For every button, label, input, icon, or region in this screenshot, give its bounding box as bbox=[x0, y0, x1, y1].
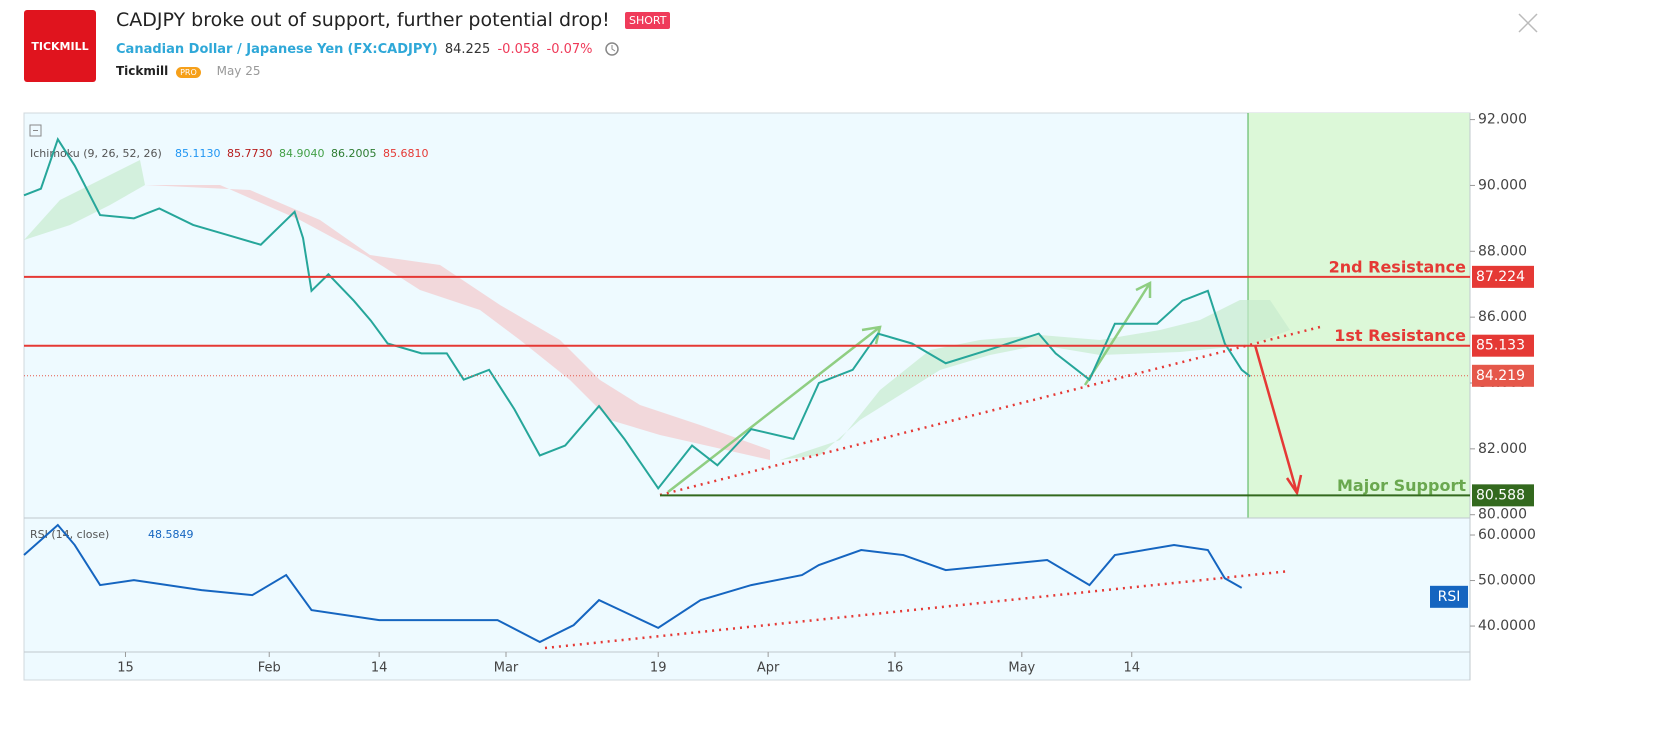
last-price-label: 84.219 bbox=[1476, 368, 1525, 384]
level-name: 2nd Resistance bbox=[1329, 257, 1467, 276]
level-badge bbox=[1472, 265, 1534, 288]
x-tick-label: 14 bbox=[1123, 661, 1140, 676]
rsi-line bbox=[23, 523, 1243, 644]
price-tick-label: 86.000 bbox=[1478, 309, 1527, 325]
alarm-icon[interactable] bbox=[603, 40, 623, 56]
logo-text: TICKMILL bbox=[31, 39, 89, 53]
x-tick-label: 14 bbox=[371, 661, 388, 676]
cloud bbox=[145, 185, 770, 460]
indicator-label: Ichimoku (9, 26, 52, 26) bbox=[30, 147, 162, 160]
last-price-badge bbox=[1472, 364, 1534, 387]
level-name: 1st Resistance bbox=[1334, 326, 1466, 345]
change: -0.058 bbox=[497, 42, 540, 57]
indicator-value: 86.2005 bbox=[331, 147, 377, 160]
price-tick-label: 82.000 bbox=[1478, 441, 1527, 457]
x-tick-label: 19 bbox=[650, 661, 667, 676]
instrument-line: Canadian Dollar / Japanese Yen (FX:CADJP… bbox=[116, 40, 623, 57]
level-value: 87.224 bbox=[1476, 269, 1525, 285]
instrument[interactable]: Canadian Dollar / Japanese Yen bbox=[116, 42, 344, 57]
level-value: 80.588 bbox=[1476, 487, 1525, 503]
indicator-value: 84.9040 bbox=[279, 147, 325, 160]
symbol[interactable]: (FX:CADJPY) bbox=[347, 42, 438, 57]
indicator-value: 85.7730 bbox=[227, 147, 273, 160]
x-tick-label: May bbox=[1008, 661, 1035, 676]
level-value: 85.133 bbox=[1476, 338, 1525, 354]
rsi-badge-bg bbox=[1430, 585, 1468, 608]
price-tick-label: 88.000 bbox=[1478, 243, 1527, 259]
rsi-badge: RSI bbox=[1438, 589, 1461, 605]
level-badge bbox=[1472, 334, 1534, 357]
trendline bbox=[659, 325, 1321, 497]
down-arrow bbox=[1253, 344, 1303, 497]
level-name: Major Support bbox=[1337, 476, 1466, 495]
date: May 25 bbox=[216, 64, 261, 78]
indicator-value: 85.1130 bbox=[175, 147, 221, 160]
pro-badge: PRO bbox=[176, 67, 201, 78]
collapse-button[interactable] bbox=[29, 124, 42, 137]
x-tick-label: 15 bbox=[117, 661, 134, 676]
forecast-zone bbox=[1248, 113, 1470, 518]
x-tick-label: Feb bbox=[258, 661, 281, 676]
level-badge bbox=[1472, 484, 1534, 507]
close-button[interactable] bbox=[1517, 12, 1539, 34]
change-pct: -0.07% bbox=[546, 42, 593, 57]
x-tick-label: 16 bbox=[887, 661, 904, 676]
price-tick-label: 80.000 bbox=[1478, 507, 1527, 523]
logo: TICKMILL bbox=[24, 10, 96, 82]
rsi-tick-label: 50.0000 bbox=[1478, 573, 1536, 589]
rsi-trendline bbox=[544, 569, 1291, 650]
rsi-tick-label: 60.0000 bbox=[1478, 527, 1536, 543]
x-tick-label: Mar bbox=[494, 661, 519, 676]
indicator-value: 85.6810 bbox=[383, 147, 429, 160]
price-tick-label: 90.000 bbox=[1478, 177, 1527, 193]
rsi-current: 48.5849 bbox=[148, 528, 194, 541]
title: CADJPY broke out of support, further pot… bbox=[116, 9, 610, 31]
author[interactable]: Tickmill bbox=[116, 64, 169, 78]
price: 84.225 bbox=[444, 42, 491, 57]
cloud bbox=[24, 160, 145, 240]
rsi-tick-label: 40.0000 bbox=[1478, 618, 1536, 634]
short-badge: SHORT bbox=[625, 12, 671, 29]
price-line bbox=[23, 137, 1251, 491]
author-line: Tickmill PRO May 25 bbox=[116, 64, 261, 78]
x-tick-label: Apr bbox=[757, 661, 780, 676]
price-tick-label: 92.000 bbox=[1478, 112, 1527, 128]
cloud bbox=[780, 300, 1290, 460]
